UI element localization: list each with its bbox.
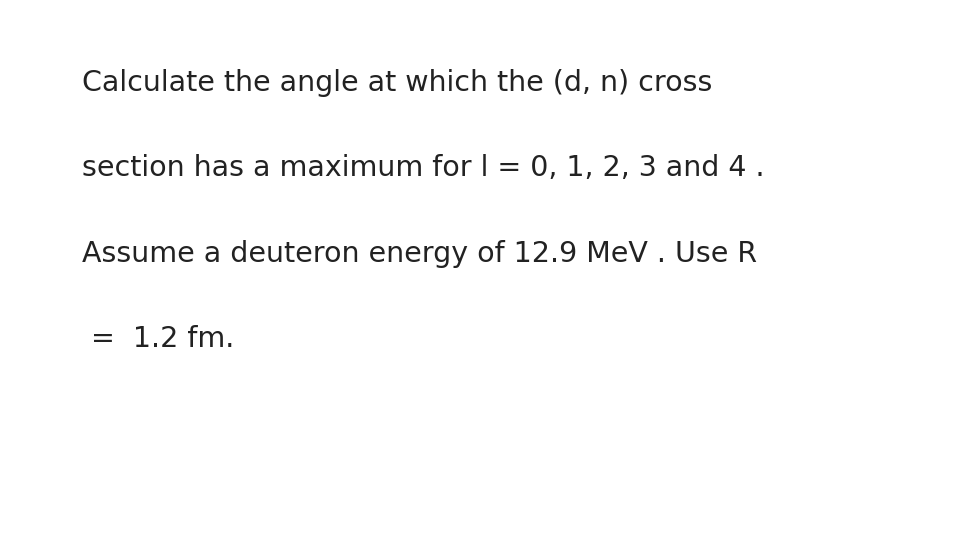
Text: section has a maximum for l = 0, 1, 2, 3 and 4 .: section has a maximum for l = 0, 1, 2, 3… — [82, 154, 764, 182]
Text: Assume a deuteron energy of 12.9 MeV . Use R: Assume a deuteron energy of 12.9 MeV . U… — [82, 240, 758, 268]
Text: =  1.2 fm.: = 1.2 fm. — [82, 325, 234, 353]
Text: Calculate the angle at which the (d, n) cross: Calculate the angle at which the (d, n) … — [82, 69, 712, 97]
